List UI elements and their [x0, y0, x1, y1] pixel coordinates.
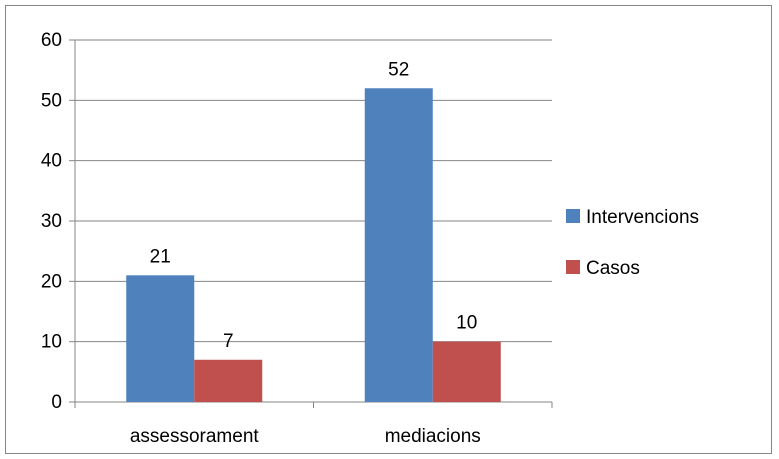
- y-tick-label: 40: [41, 151, 62, 172]
- y-tick-label: 50: [41, 90, 62, 111]
- bar-casos-assessorament: [194, 359, 263, 402]
- legend-label: Casos: [586, 258, 640, 279]
- data-label: 21: [150, 246, 171, 267]
- bar-intervencions-mediacions: [364, 88, 433, 403]
- legend-swatch-intervencions: [566, 209, 580, 223]
- y-tick-label: 0: [51, 392, 62, 413]
- y-tick-label: 60: [41, 30, 62, 51]
- y-tick-label: 10: [41, 332, 62, 353]
- bar-intervencions-assessorament: [126, 275, 195, 402]
- legend-swatch-casos: [566, 260, 580, 274]
- bar-casos-mediacions: [432, 341, 501, 402]
- data-label: 7: [223, 331, 234, 352]
- legend-label: Intervencions: [586, 207, 699, 228]
- y-tick-label: 30: [41, 211, 62, 232]
- data-label: 10: [456, 313, 477, 334]
- data-label: 52: [388, 59, 409, 80]
- x-category-label: mediacions: [385, 426, 481, 447]
- y-tick-label: 20: [41, 271, 62, 292]
- x-category-label: assessorament: [130, 426, 260, 447]
